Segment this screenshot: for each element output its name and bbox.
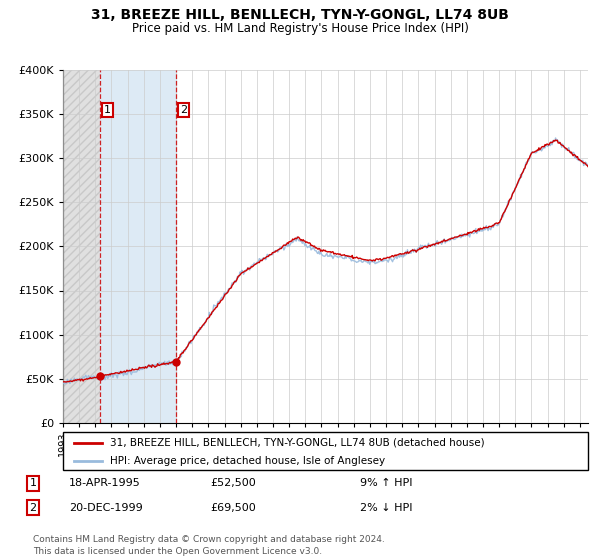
Text: 20-DEC-1999: 20-DEC-1999: [69, 503, 143, 513]
Text: HPI: Average price, detached house, Isle of Anglesey: HPI: Average price, detached house, Isle…: [110, 456, 385, 466]
Text: 2: 2: [180, 105, 187, 115]
Text: 18-APR-1995: 18-APR-1995: [69, 478, 141, 488]
Text: 9% ↑ HPI: 9% ↑ HPI: [360, 478, 413, 488]
Bar: [100, 70, 176, 423]
Text: Price paid vs. HM Land Registry's House Price Index (HPI): Price paid vs. HM Land Registry's House …: [131, 22, 469, 35]
Bar: [63, 70, 100, 423]
Text: 31, BREEZE HILL, BENLLECH, TYN-Y-GONGL, LL74 8UB: 31, BREEZE HILL, BENLLECH, TYN-Y-GONGL, …: [91, 8, 509, 22]
Text: Contains HM Land Registry data © Crown copyright and database right 2024.
This d: Contains HM Land Registry data © Crown c…: [33, 535, 385, 556]
Text: 31, BREEZE HILL, BENLLECH, TYN-Y-GONGL, LL74 8UB (detached house): 31, BREEZE HILL, BENLLECH, TYN-Y-GONGL, …: [110, 438, 485, 448]
Text: 1: 1: [29, 478, 37, 488]
Text: 2% ↓ HPI: 2% ↓ HPI: [360, 503, 413, 513]
Text: 2: 2: [29, 503, 37, 513]
Text: 1: 1: [104, 105, 111, 115]
Text: £69,500: £69,500: [210, 503, 256, 513]
FancyBboxPatch shape: [63, 432, 588, 470]
Bar: [63, 70, 100, 423]
Text: £52,500: £52,500: [210, 478, 256, 488]
